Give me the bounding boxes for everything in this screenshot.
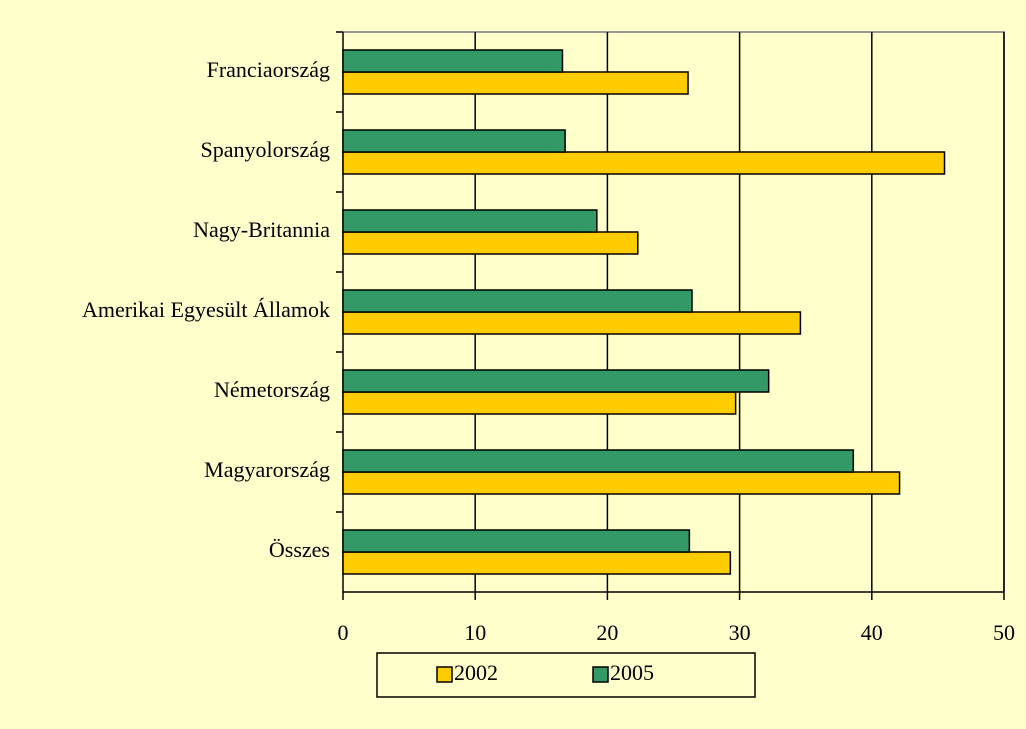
x-tick-label: 40 [861, 620, 883, 645]
bar [342, 471, 901, 495]
bar [342, 369, 770, 393]
bar [342, 311, 802, 335]
x-tick-label: 0 [338, 620, 349, 645]
bar [342, 49, 564, 73]
y-tick-label: Németország [214, 377, 330, 402]
legend-label: 2005 [610, 660, 654, 685]
legend-label: 2002 [454, 660, 498, 685]
legend-swatch [436, 666, 453, 683]
bar [342, 551, 732, 575]
legend-swatch [592, 666, 609, 683]
bar [342, 209, 598, 233]
y-tick-label: Amerikai Egyesült Államok [82, 297, 330, 322]
y-tick-label: Nagy-Britannia [193, 217, 330, 242]
bar [342, 231, 639, 255]
y-tick-label: Spanyolország [200, 137, 330, 162]
x-tick-label: 50 [993, 620, 1015, 645]
x-tick-label: 20 [596, 620, 618, 645]
bar [342, 151, 946, 175]
bar [342, 529, 691, 553]
legend-box [376, 652, 756, 698]
bar [342, 289, 693, 313]
bar [342, 71, 689, 95]
x-tick-label: 10 [464, 620, 486, 645]
bar [342, 449, 855, 473]
y-tick-label: Magyarország [204, 457, 330, 482]
y-tick-label: Franciaország [207, 57, 330, 82]
bar [342, 129, 566, 153]
bar [342, 391, 737, 415]
x-tick-label: 30 [729, 620, 751, 645]
y-tick-label: Összes [269, 537, 330, 562]
